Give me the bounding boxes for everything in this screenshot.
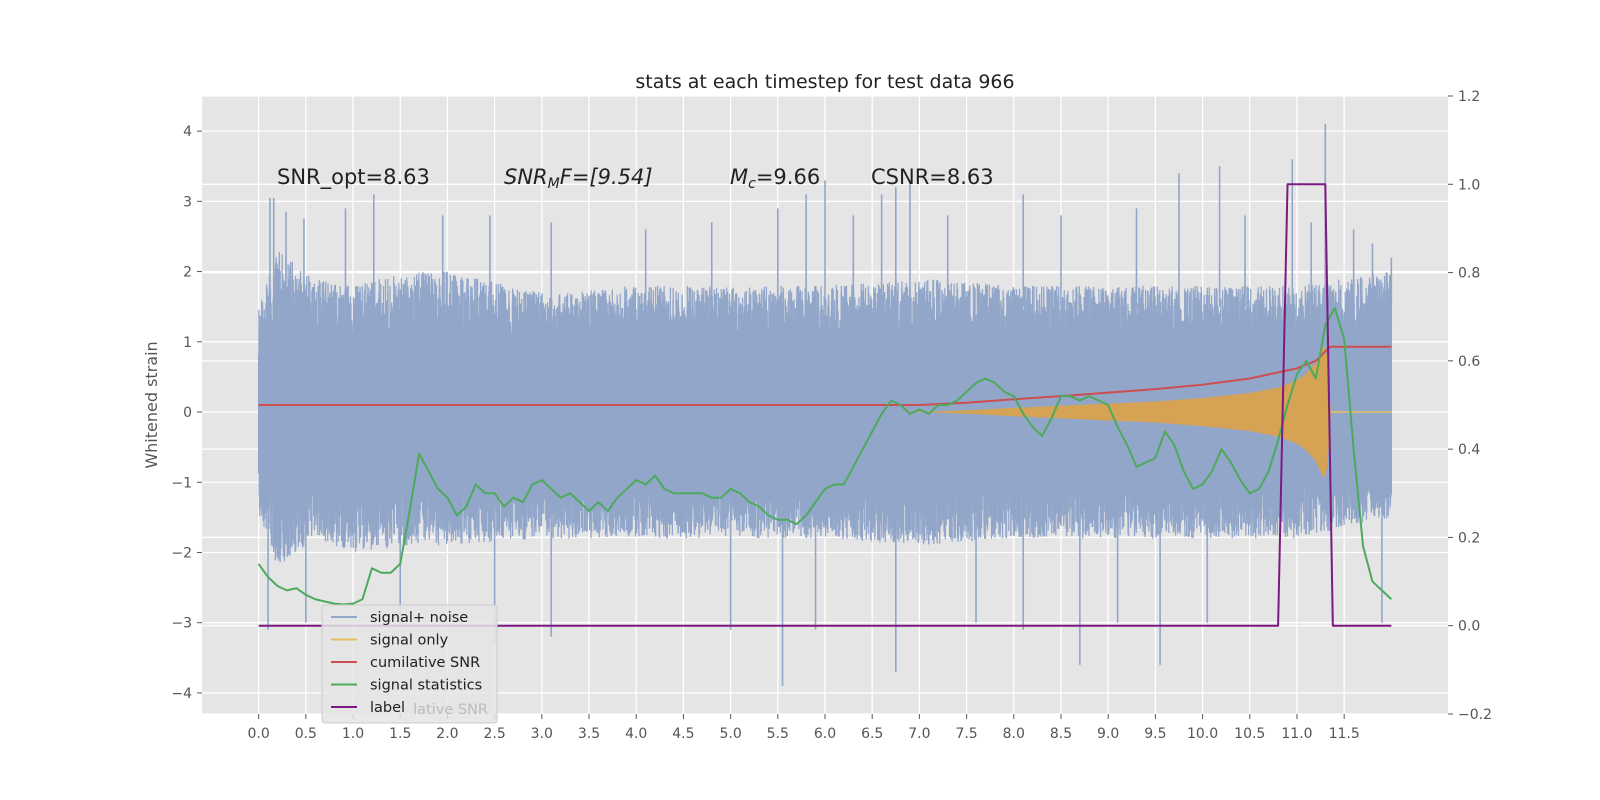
x-tick-label-17: 8.5	[1050, 726, 1072, 742]
x-tick-label-14: 7.0	[908, 726, 930, 742]
x-tick-label-4: 2.0	[436, 726, 458, 742]
y-axis-ticks: 4 3 2 1 0 −1 −2 −3 −4	[171, 124, 202, 702]
y-tick-label-5: −1	[171, 475, 192, 491]
legend-label-0: signal+ noise	[370, 610, 468, 626]
x-tick-label-0: 0.0	[248, 726, 270, 742]
x-tick-label-11: 5.5	[767, 726, 789, 742]
signal-only-envelope	[900, 345, 1392, 479]
x-tick-label-18: 9.0	[1097, 726, 1119, 742]
x-tick-label-13: 6.5	[861, 726, 883, 742]
x-tick-label-21: 10.5	[1234, 726, 1265, 742]
x-axis-ticks: 0.0 0.5 1.0 1.5 2.0 2.5 3.0 3.5 4.0 4.5 5.0 5.5 6.0 6…	[248, 714, 1360, 742]
series-signal-only	[900, 345, 1392, 479]
annotation-csnr: CSNR=8.63	[871, 165, 994, 189]
legend-label-4: label	[370, 700, 405, 716]
y-tick-label-0: 4	[183, 124, 192, 140]
cumulative-snr-line	[258, 345, 1392, 406]
legend-label-2: cumilative SNR	[370, 655, 480, 671]
signal-statistics-line	[257, 306, 1393, 606]
x-tick-label-8: 4.0	[625, 726, 647, 742]
y-tick-label-6: −2	[171, 545, 192, 561]
legend-box	[321, 604, 498, 724]
annotation-mc: Mc=9.66	[730, 165, 820, 192]
x-tick-label-19: 9.5	[1144, 726, 1166, 742]
x-tick-label-10: 5.0	[719, 726, 741, 742]
y2-tick-label-0: 1.2	[1458, 89, 1480, 105]
x-tick-label-12: 6.0	[814, 726, 836, 742]
label-line	[258, 183, 1392, 627]
x-tick-label-5: 2.5	[483, 726, 505, 742]
legend-label-3: signal statistics	[370, 678, 482, 694]
annotation-snr-opt: SNR_opt=8.63	[277, 165, 430, 190]
series-lines	[257, 183, 1393, 627]
y2-tick-label-7: −0.2	[1458, 707, 1492, 723]
y2-tick-label-5: 0.2	[1458, 530, 1480, 546]
x-tick-label-3: 1.5	[389, 726, 411, 742]
y-tick-label-3: 1	[183, 335, 192, 351]
legend: lative SNR signal+ noise signal only cumil…	[321, 604, 498, 724]
x-tick-label-20: 10.0	[1187, 726, 1218, 742]
legend-items: signal+ noise signal only cumilative SNR si…	[331, 610, 482, 716]
y-tick-label-8: −4	[171, 686, 192, 702]
y2-tick-label-2: 0.8	[1458, 266, 1480, 282]
legend-ghost-text: lative SNR	[413, 702, 488, 718]
y-tick-label-4: 0	[183, 405, 192, 421]
y2-tick-label-6: 0.0	[1458, 619, 1480, 635]
y2-tick-label-3: 0.6	[1458, 354, 1480, 370]
x-tick-label-16: 8.0	[1003, 726, 1025, 742]
x-tick-label-6: 3.0	[531, 726, 553, 742]
x-tick-label-23: 11.5	[1329, 726, 1360, 742]
x-tick-label-1: 0.5	[295, 726, 317, 742]
y2-tick-label-4: 0.4	[1458, 442, 1480, 458]
y-axis-label: Whitened strain	[142, 341, 161, 468]
y2-tick-label-1: 1.0	[1458, 177, 1480, 193]
x-tick-label-15: 7.5	[955, 726, 977, 742]
chart-title: stats at each timestep for test data 966	[635, 71, 1014, 93]
x-tick-label-22: 11.0	[1281, 726, 1312, 742]
y-tick-label-7: −3	[171, 616, 192, 632]
y-tick-label-2: 2	[183, 265, 192, 281]
legend-label-1: signal only	[370, 633, 449, 649]
x-tick-label-7: 3.5	[578, 726, 600, 742]
x-tick-label-2: 1.0	[342, 726, 364, 742]
x-tick-label-9: 4.5	[672, 726, 694, 742]
y-tick-label-1: 3	[183, 194, 192, 210]
annotation-snr-mf: SNRMF=[9.54]	[504, 165, 653, 192]
y2-axis-ticks: 1.2 1.0 0.8 0.6 0.4 0.2 0.0 −0.2	[1448, 89, 1492, 723]
